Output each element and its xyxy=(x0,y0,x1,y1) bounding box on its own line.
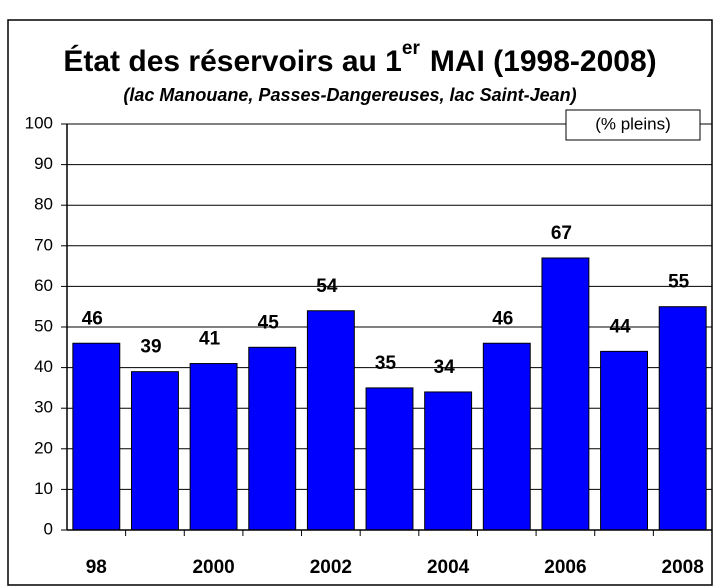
value-label: 39 xyxy=(140,337,161,358)
value-label: 46 xyxy=(82,308,103,329)
y-tick-label: 10 xyxy=(34,479,53,498)
x-tick-label: 2008 xyxy=(662,557,704,578)
value-label: 34 xyxy=(434,357,456,378)
chart-subtitle: (lac Manouane, Passes-Dangereuses, lac S… xyxy=(123,85,576,105)
value-label: 54 xyxy=(316,276,338,297)
y-tick-label: 80 xyxy=(34,195,53,214)
bar xyxy=(365,387,414,531)
chart-title: État des réservoirs au 1er MAI (1998-2008… xyxy=(63,38,656,78)
unit-label: (% pleins) xyxy=(595,114,671,133)
y-tick-label: 60 xyxy=(34,276,53,295)
value-label: 41 xyxy=(199,329,221,350)
value-label: 45 xyxy=(258,312,280,333)
y-tick-label: 0 xyxy=(44,519,53,538)
bar xyxy=(541,257,590,531)
y-tick-label: 40 xyxy=(34,357,53,376)
title-superscript: er xyxy=(402,38,421,59)
title-main: État des réservoirs au 1 xyxy=(63,44,402,78)
y-tick-label: 50 xyxy=(34,316,53,335)
bar xyxy=(600,350,648,531)
plot-area: 0 10 20 30 40 50 60 70 80 90 100 98 46 39 2000 41 45 2002… xyxy=(25,113,713,578)
y-tick-label: 70 xyxy=(34,235,53,254)
unit-box xyxy=(565,109,701,141)
x-tick-label: 98 xyxy=(86,557,107,578)
bar xyxy=(658,306,707,531)
value-label: 67 xyxy=(551,223,572,244)
x-tick-label: 2000 xyxy=(192,557,234,578)
bar xyxy=(131,371,179,531)
x-tick-label: 2004 xyxy=(427,557,470,578)
bar xyxy=(189,363,238,531)
bar xyxy=(306,310,355,531)
bar xyxy=(424,391,473,531)
value-label: 46 xyxy=(492,308,513,329)
value-label: 55 xyxy=(668,272,690,293)
x-tick-label: 2002 xyxy=(310,557,352,578)
title-suffix: MAI (1998-2008) xyxy=(430,45,657,78)
value-label: 44 xyxy=(609,316,631,337)
y-tick-label: 20 xyxy=(34,438,53,457)
y-tick-label: 100 xyxy=(25,113,53,132)
bar xyxy=(72,342,121,531)
y-tick-label: 90 xyxy=(34,154,53,173)
y-tick-label: 30 xyxy=(34,398,53,417)
x-tick-label: 2006 xyxy=(544,557,586,578)
bar xyxy=(248,346,297,531)
value-label: 35 xyxy=(375,353,397,374)
bar xyxy=(482,342,531,531)
